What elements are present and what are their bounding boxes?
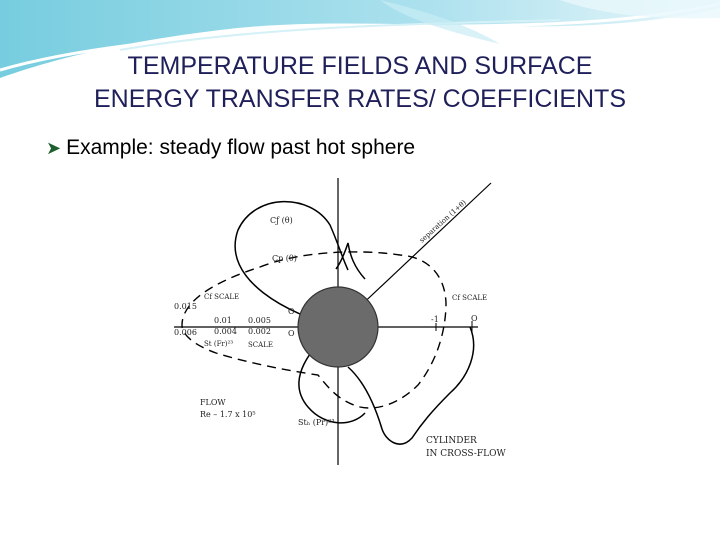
label-separation: separation (1+θ) (418, 198, 468, 244)
label-0005: 0.005 (248, 316, 271, 325)
header-wave-decoration (0, 0, 720, 78)
label-0015: 0.015 (174, 302, 197, 311)
bullet-arrow-icon: ➤ (46, 137, 62, 158)
label-0002: 0.002 (248, 327, 271, 336)
label-cp-theta: Cp (θ) (272, 254, 297, 263)
label-001: 0.01 (214, 316, 232, 325)
label-0004: 0.004 (214, 327, 237, 336)
dashed-st-curve (181, 251, 447, 409)
label-o-bottom: O (288, 329, 295, 338)
label-scale: SCALE (248, 341, 273, 349)
label-st-fr: St (Fr)²³ (204, 340, 233, 348)
cp-theta-curve (335, 242, 366, 280)
cf-theta-curve (234, 200, 349, 328)
bullet-text: Example: steady flow past hot sphere (66, 136, 416, 159)
bullet-item: ➤ Example: steady flow past hot sphere (46, 136, 415, 160)
label-cross-flow: IN CROSS-FLOW (426, 449, 506, 459)
slide-title-line-2: ENERGY TRANSFER RATES/ COEFFICIENTS (93, 85, 627, 113)
hot-sphere (297, 286, 379, 368)
flow-diagram: Cƒ (θ) Cp (θ) separation (1+θ) Cf SCALE … (174, 178, 506, 465)
label-o-right: O (471, 314, 478, 323)
slide-title-line-1: TEMPERATURE FIELDS AND SURFACE (127, 52, 593, 80)
label-0006: 0.006 (174, 328, 197, 337)
label-cf-scale-left: Cf SCALE (204, 293, 239, 301)
label-o-top: O (288, 307, 295, 316)
label-flow: FLOW (200, 398, 226, 407)
label-cf-theta: Cƒ (θ) (270, 216, 293, 225)
label-reynolds: Re – 1.7 x 10⁵ (200, 410, 256, 419)
label-cylinder: CYLINDER (426, 436, 477, 446)
slide-title: TEMPERATURE FIELDS AND SURFACE ENERGY TR… (0, 50, 720, 116)
label-cf-scale-right: Cf SCALE (452, 294, 487, 302)
label-minus-one: -1 (431, 315, 439, 324)
label-st-pr: Stₕ (Pr)²³ (298, 418, 335, 427)
